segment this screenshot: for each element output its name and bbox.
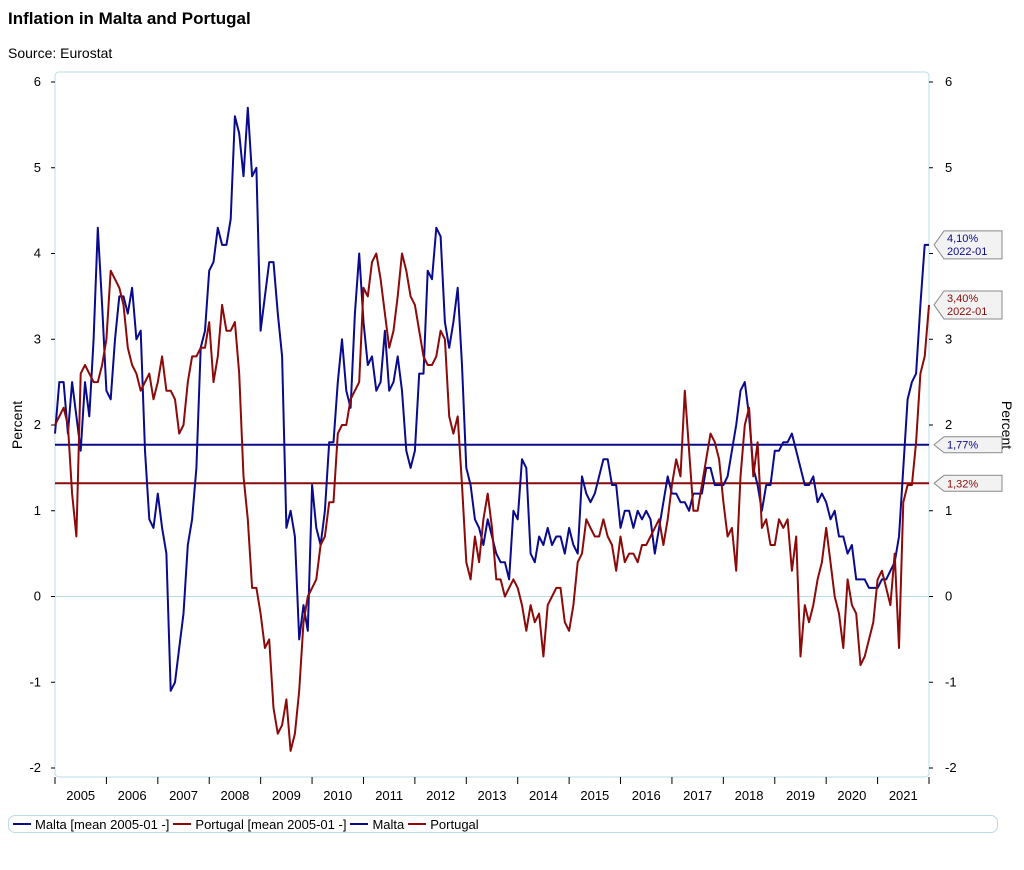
y-tick-label-left: -2 (29, 760, 41, 775)
y-tick-label-right: 2 (945, 417, 952, 432)
x-tick-label: 2015 (580, 788, 609, 803)
x-tick-label: 2021 (889, 788, 918, 803)
legend-swatch (408, 823, 427, 825)
x-tick-label: 2012 (426, 788, 455, 803)
x-tick-label: 2011 (375, 788, 403, 803)
legend-swatch (13, 823, 31, 825)
legend-label: Malta (372, 816, 405, 832)
y-tick-label-right: -2 (945, 760, 957, 775)
legend-swatch (173, 823, 192, 825)
callout-malta: 4,10%2022-01 (933, 230, 1003, 260)
callout-value: 1,32% (947, 478, 978, 490)
y-tick-label-right: 6 (945, 74, 952, 89)
x-tick-label: 2007 (169, 788, 198, 803)
y-tick-label-left: -1 (29, 674, 41, 689)
callout-portugal-mean: 1,32% (933, 474, 1003, 492)
x-tick-label: 2017 (683, 788, 712, 803)
legend-label: Portugal [mean 2005-01 -] (195, 816, 347, 832)
legend-label: Malta [mean 2005-01 -] (35, 816, 170, 832)
x-tick-label: 2018 (735, 788, 764, 803)
y-tick-label-right: 5 (945, 160, 952, 175)
x-tick-label: 2014 (529, 788, 558, 803)
callout-date: 2022-01 (947, 246, 987, 258)
x-tick-label: 2020 (837, 788, 866, 803)
x-tick-label: 2006 (118, 788, 147, 803)
x-tick-label: 2019 (786, 788, 815, 803)
callout-value: 1,77% (947, 440, 978, 452)
y-tick-label-left: 5 (34, 160, 41, 175)
x-tick-label: 2010 (323, 788, 352, 803)
callout-date: 2022-01 (947, 306, 987, 318)
plot-frame (54, 71, 930, 778)
callout-box (933, 474, 1003, 492)
line-chart: -2-2-1-100112233445566PercentPercent2005… (9, 71, 1015, 803)
callout-portugal: 3,40%2022-01 (933, 290, 1003, 320)
callout-malta-mean: 1,77% (933, 436, 1003, 454)
x-tick-label: 2005 (66, 788, 95, 803)
y-axis-title-left: Percent (9, 401, 25, 449)
y-tick-label-left: 0 (34, 589, 41, 604)
callout-value: 3,40% (947, 293, 978, 305)
legend-item-portugal: Portugal (408, 816, 479, 832)
x-tick-label: 2009 (272, 788, 301, 803)
y-tick-label-left: 4 (34, 246, 41, 261)
legend-item-malta-mean: Malta [mean 2005-01 -] (13, 817, 169, 832)
x-tick-label: 2013 (478, 788, 507, 803)
callout-value: 4,10% (947, 233, 978, 245)
callout-box (933, 290, 1003, 320)
callout-box (933, 436, 1003, 454)
chart-source: Source: Eurostat (8, 45, 113, 61)
y-tick-label-right: 3 (945, 331, 952, 346)
chart-title: Inflation in Malta and Portugal (8, 9, 251, 28)
legend-item-malta: Malta (350, 817, 404, 832)
y-tick-label-left: 1 (34, 503, 41, 518)
y-tick-label-right: 0 (945, 589, 952, 604)
y-tick-label-right: 1 (945, 503, 952, 518)
series-line-portugal (54, 252, 930, 752)
legend-item-portugal-mean: Portugal [mean 2005-01 -] (173, 817, 346, 832)
callout-box (933, 230, 1003, 260)
y-axis-title-right: Percent (999, 401, 1015, 449)
x-tick-label: 2016 (632, 788, 661, 803)
y-tick-label-left: 6 (34, 74, 41, 89)
legend-label: Portugal (430, 816, 479, 832)
y-tick-label-left: 3 (34, 331, 41, 346)
y-tick-label-right: -1 (945, 674, 957, 689)
y-tick-label-left: 2 (34, 417, 41, 432)
legend-swatch (350, 823, 369, 825)
x-tick-label: 2008 (220, 788, 249, 803)
chart-legend: Malta [mean 2005-01 -] Portugal [mean 20… (8, 815, 998, 833)
